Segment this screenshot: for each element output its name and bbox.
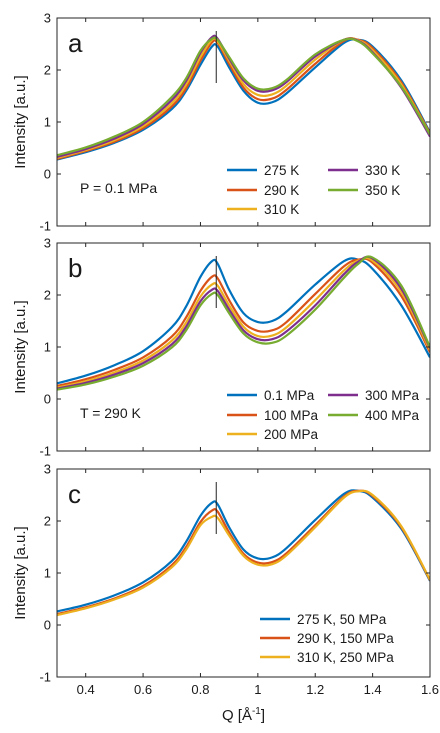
x-tick-label: 1.4 bbox=[364, 682, 382, 697]
legend-label: 275 K bbox=[264, 163, 299, 178]
series-line-2 bbox=[57, 257, 430, 388]
y-tick-label: 2 bbox=[44, 514, 51, 529]
legend-label: 0.1 MPa bbox=[264, 388, 315, 403]
legend-label: 300 MPa bbox=[365, 388, 420, 403]
legend-label: 100 MPa bbox=[264, 408, 319, 423]
legend: 275 K, 50 MPa 290 K, 150 MPa 310 K, 250 MP… bbox=[260, 612, 394, 665]
legend-label: 275 K, 50 MPa bbox=[297, 612, 387, 627]
y-tick-label: 0 bbox=[44, 392, 51, 407]
x-axis-label: Q [Å-1] bbox=[222, 706, 265, 724]
legend-label: 290 K bbox=[264, 183, 299, 198]
series-line-4 bbox=[57, 255, 430, 390]
x-tick-label: 0.8 bbox=[191, 682, 209, 697]
y-axis-label: Intensity [a.u.] bbox=[12, 75, 29, 168]
panel-c: -1 0 1 2 3 0.4 0.6 0.8 1 1.2 1.4 1.6 Intensity [a.u.… bbox=[12, 462, 439, 698]
x-tick-label: 1 bbox=[254, 682, 261, 697]
legend-label: 400 MPa bbox=[365, 408, 420, 423]
legend-label: 290 K, 150 MPa bbox=[297, 631, 394, 646]
y-tick-label: 1 bbox=[44, 340, 51, 355]
y-tick-label: 2 bbox=[44, 288, 51, 303]
legend-label: 200 MPa bbox=[264, 427, 319, 442]
legend-label: 350 K bbox=[365, 183, 400, 198]
y-tick-label: 1 bbox=[44, 115, 51, 130]
legend: 275 K 290 K 310 K 330 K 350 K bbox=[227, 163, 400, 217]
series-line-5 bbox=[57, 255, 430, 391]
y-tick-label: -1 bbox=[39, 444, 51, 459]
y-tick-label: -1 bbox=[39, 219, 51, 234]
legend-label: 310 K, 250 MPa bbox=[297, 650, 394, 665]
y-tick-label: 3 bbox=[44, 236, 51, 251]
panel-b: -1 0 1 2 3 Intensity [a.u.] b T = 290 K 0.1 MPa 1… bbox=[12, 236, 431, 459]
y-tick-label: 3 bbox=[44, 462, 51, 477]
y-tick-label: 0 bbox=[44, 167, 51, 182]
x-tick-label: 1.2 bbox=[306, 682, 324, 697]
series-group bbox=[57, 34, 430, 161]
y-tick-label: -1 bbox=[39, 670, 51, 685]
x-tick-label: 0.4 bbox=[77, 682, 95, 697]
y-tick-label: 0 bbox=[44, 618, 51, 633]
y-tick-label: 2 bbox=[44, 63, 51, 78]
series-line-1 bbox=[57, 489, 430, 613]
legend-label: 330 K bbox=[365, 163, 400, 178]
x-tick-label: 0.6 bbox=[134, 682, 152, 697]
condition-label: P = 0.1 MPa bbox=[80, 180, 157, 196]
series-line-1 bbox=[57, 257, 430, 385]
panel-letter: c bbox=[68, 479, 81, 509]
x-tick-label: 1.6 bbox=[421, 682, 439, 697]
legend-label: 310 K bbox=[264, 202, 299, 217]
y-tick-label: 1 bbox=[44, 566, 51, 581]
series-line-3 bbox=[57, 489, 430, 617]
condition-label: T = 290 K bbox=[80, 405, 142, 421]
y-axis-label: Intensity [a.u.] bbox=[12, 526, 29, 619]
series-group bbox=[57, 489, 430, 617]
y-tick-label: 3 bbox=[44, 11, 51, 26]
series-line-5 bbox=[57, 36, 430, 157]
series-group bbox=[57, 255, 430, 391]
panel-letter: b bbox=[68, 253, 82, 283]
legend: 0.1 MPa 100 MPa 200 MPa 300 MPa 400 MPa bbox=[227, 388, 420, 442]
y-axis-label: Intensity [a.u.] bbox=[12, 300, 29, 393]
panel-letter: a bbox=[68, 28, 83, 58]
